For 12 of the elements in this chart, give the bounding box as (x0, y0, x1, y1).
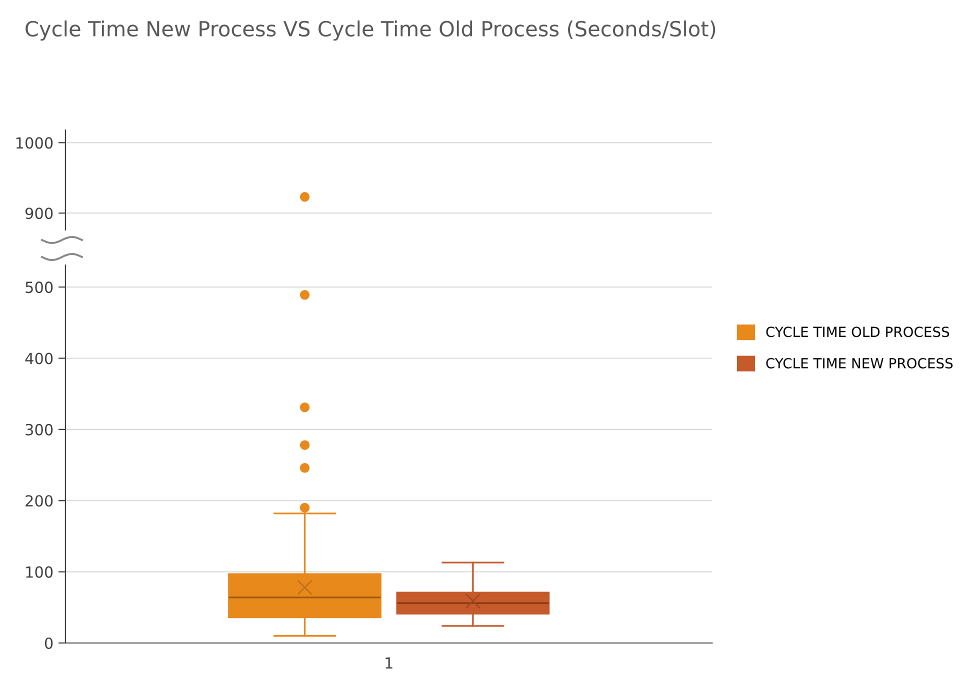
y-tick-label: 500 (26, 282, 53, 294)
y-tick-label: 200 (26, 495, 53, 507)
y-tick-label: 0 (44, 637, 53, 650)
y-tick-label: 900 (25, 208, 53, 220)
legend-label: CYCLE TIME NEW PROCESS (766, 358, 953, 368)
y-tick-label: 400 (25, 352, 53, 364)
x-tick-label: 1 (386, 657, 392, 668)
y-tick-label: 300 (26, 424, 53, 436)
chart-title: Cycle Time New Process VS Cycle Time Old Process (Seconds/Slot) (26, 20, 716, 41)
y-tick-label: 1000 (16, 137, 53, 149)
legend-label: CYCLE TIME OLD PROCESS (766, 326, 950, 338)
y-tick-label: 100 (26, 566, 53, 578)
